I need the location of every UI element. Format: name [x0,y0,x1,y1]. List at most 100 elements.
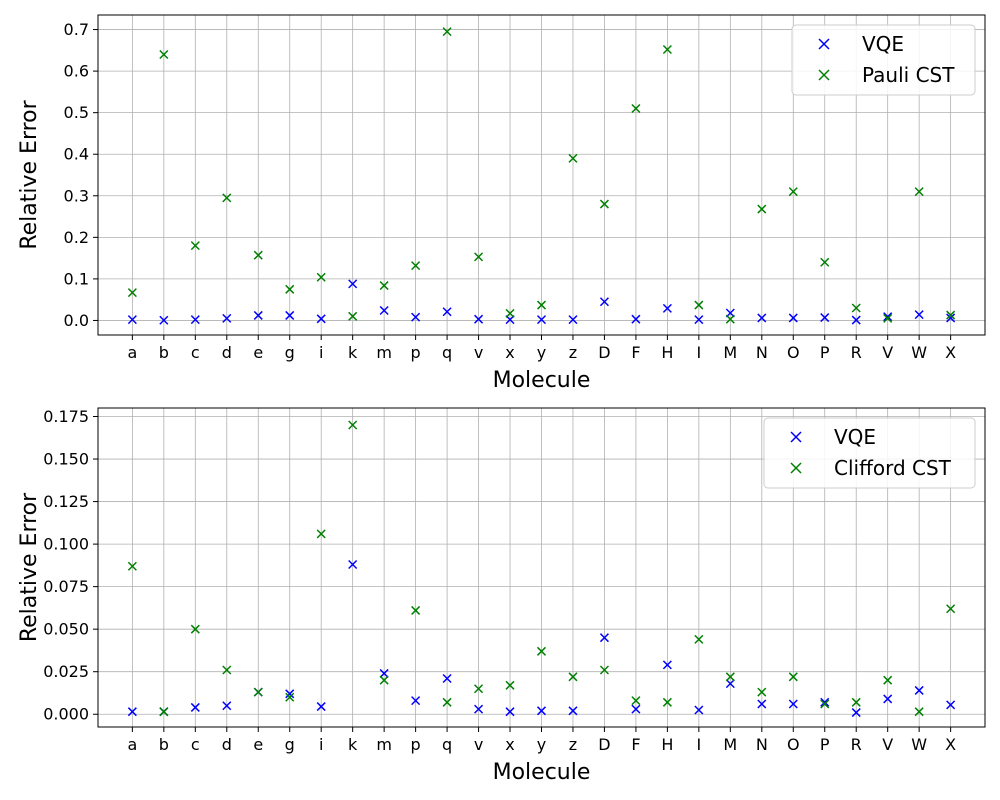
data-point [883,675,893,685]
x-tick-label: q [442,735,452,754]
x-tick-label: m [376,735,392,754]
data-point [568,706,578,716]
data-point [127,707,137,717]
data-point [662,44,672,55]
x-tick-label: k [348,343,358,362]
data-point [788,313,798,323]
top-chart: a b c d e g i k m p q v x y z D F H I M N O P R V W X0.00.10.20.30… [17,14,986,393]
y-tick-label: 0.025 [43,662,89,681]
data-point [788,187,798,197]
data-point [316,529,326,539]
data-point [662,660,672,670]
x-tick-label: i [319,343,323,362]
data-point [568,153,578,163]
data-point [379,281,389,291]
data-point [946,700,956,710]
data-point [851,303,861,313]
x-tick-label: a [127,735,137,754]
data-point [348,279,358,289]
data-point [725,672,735,682]
x-tick-label: P [820,735,830,754]
data-point [599,633,609,643]
data-point [411,605,421,615]
data-point [694,705,704,715]
y-tick-label: 0.4 [64,145,89,164]
data-point [348,420,358,430]
x-tick-label: W [911,343,927,362]
data-point [411,696,421,706]
data-point [599,297,609,307]
y-tick-label: 0.5 [64,103,89,122]
x-tick-label: b [159,343,169,362]
x-tick-label: D [598,343,610,362]
grid [98,15,985,335]
x-tick-label: b [159,735,169,754]
data-point [599,199,609,209]
x-tick-label: d [222,343,232,362]
data-point [253,310,263,320]
data-point [253,687,263,697]
data-point [316,702,326,712]
series-cst [127,27,956,324]
legend-box [763,417,976,489]
data-point [379,675,389,685]
y-tick-label: 0.175 [43,407,89,426]
y-tick-label: 0.2 [64,228,89,247]
legend: VQE Pauli CST [791,24,976,96]
data-point [851,315,861,325]
data-point [851,697,861,707]
data-point [379,305,389,316]
x-tick-label: H [661,343,673,362]
data-point [914,707,924,717]
x-tick-label: X [945,735,956,754]
data-point [694,315,704,325]
x-tick-label: P [820,343,830,362]
y-axis-title: Relative Error [17,99,42,249]
data-point [757,687,767,697]
data-point [757,204,767,214]
legend-marker [818,38,830,50]
data-point [946,604,956,614]
data-point [820,313,830,323]
data-point [222,193,232,203]
x-tick-label: N [756,735,768,754]
y-tick-label: 0.1 [64,269,89,288]
data-point [631,103,641,114]
y-ticks: 0.0 0.1 0.2 0.3 0.4 0.5 0.6 0.7 [64,20,98,330]
series-vqe [127,279,956,325]
x-tick-label: V [882,343,893,362]
x-tick-label: H [661,735,673,754]
legend-label: VQE [834,425,876,449]
y-tick-label: 0.6 [64,62,89,81]
legend-marker [790,431,802,443]
series-vqe [127,559,956,718]
data-point [474,684,484,694]
data-point [222,665,232,675]
x-tick-label: i [319,735,323,754]
data-point [222,701,232,711]
y-tick-label: 0.125 [43,492,89,511]
data-point [348,311,358,321]
series-cst [127,420,956,717]
x-tick-label: I [696,343,701,362]
y-tick-label: 0.075 [43,577,89,596]
data-point [505,707,515,717]
data-point [536,315,547,325]
data-point [883,694,893,704]
x-tick-label: x [505,343,514,362]
data-point [505,308,515,318]
x-tick-label: d [222,735,232,754]
data-point [285,692,295,702]
data-point [442,307,452,317]
x-tick-label: p [411,343,421,362]
data-point [694,634,704,644]
data-point [127,561,137,571]
data-point [820,697,830,707]
data-point [788,699,798,709]
y-tick-label: 0.050 [43,620,89,639]
x-axis-title: Molecule [493,760,591,785]
x-tick-label: R [851,735,862,754]
y-tick-label: 0.000 [43,705,89,724]
x-tick-label: m [376,343,392,362]
